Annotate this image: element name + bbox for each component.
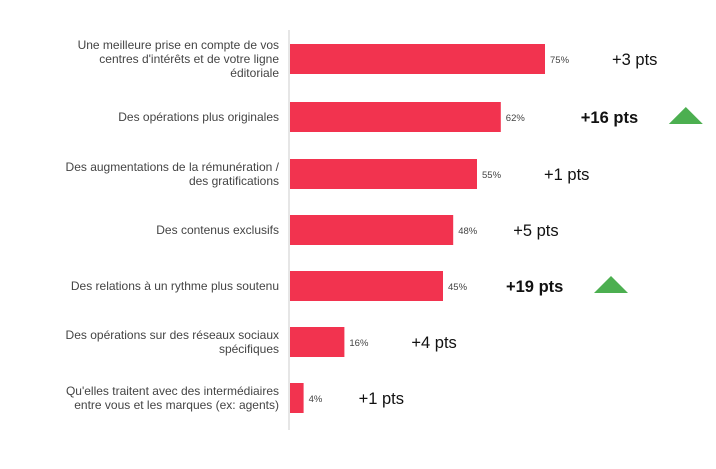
category-label-line: centres d'intérêts et de votre ligne — [99, 52, 279, 66]
category-label-line: Des augmentations de la rémunération / — [66, 160, 280, 174]
delta-label: +5 pts — [513, 222, 558, 240]
category-label: Des contenus exclusifs — [156, 223, 279, 237]
delta-label: +1 pts — [544, 166, 589, 184]
delta-label: +16 pts — [581, 109, 638, 127]
category-label-line: éditoriale — [230, 66, 279, 80]
category-label: Des relations à un rythme plus soutenu — [71, 279, 279, 293]
bar — [290, 327, 345, 357]
delta-label: +19 pts — [506, 278, 563, 296]
category-label-line: spécifiques — [219, 342, 279, 356]
delta-label: +4 pts — [411, 334, 456, 352]
delta-label: +3 pts — [612, 51, 657, 69]
bar — [290, 102, 501, 132]
delta-label: +1 pts — [359, 390, 404, 408]
up-arrow-icon — [668, 107, 703, 124]
bar — [290, 44, 545, 74]
bar-value-label: 75% — [550, 55, 570, 66]
bar-value-label: 16% — [349, 338, 369, 349]
category-label-line: entre vous et les marques (ex: agents) — [74, 398, 279, 412]
bar — [290, 215, 454, 245]
category-label-line: des gratifications — [189, 174, 279, 188]
category-label-line: Des opérations sur des réseaux sociaux — [66, 328, 279, 342]
bar — [290, 271, 443, 301]
category-label-line: Une meilleure prise en compte de vos — [78, 38, 279, 52]
bar-value-label: 45% — [448, 282, 468, 293]
category-label: Des augmentations de la rémunération / de… — [66, 160, 280, 188]
bar-value-label: 48% — [458, 226, 478, 237]
category-label: Une meilleure prise en compte de vos cent… — [78, 38, 280, 80]
bar-value-label: 4% — [309, 394, 323, 405]
category-label: Qu'elles traitent avec des intermédiaire… — [66, 384, 279, 412]
category-label-line: Qu'elles traitent avec des intermédiaire… — [66, 384, 279, 398]
category-label-line: Des opérations plus originales — [118, 110, 279, 124]
bar-value-label: 62% — [506, 113, 526, 124]
bar — [290, 159, 477, 189]
up-arrow-icon — [594, 276, 628, 293]
bar-value-label: 55% — [482, 170, 502, 181]
category-label: Des opérations plus originales — [118, 110, 279, 124]
category-label: Des opérations sur des réseaux sociaux sp… — [66, 328, 279, 356]
category-label-line: Des contenus exclusifs — [156, 223, 279, 237]
category-label-line: Des relations à un rythme plus soutenu — [71, 279, 279, 293]
bar — [290, 383, 304, 413]
